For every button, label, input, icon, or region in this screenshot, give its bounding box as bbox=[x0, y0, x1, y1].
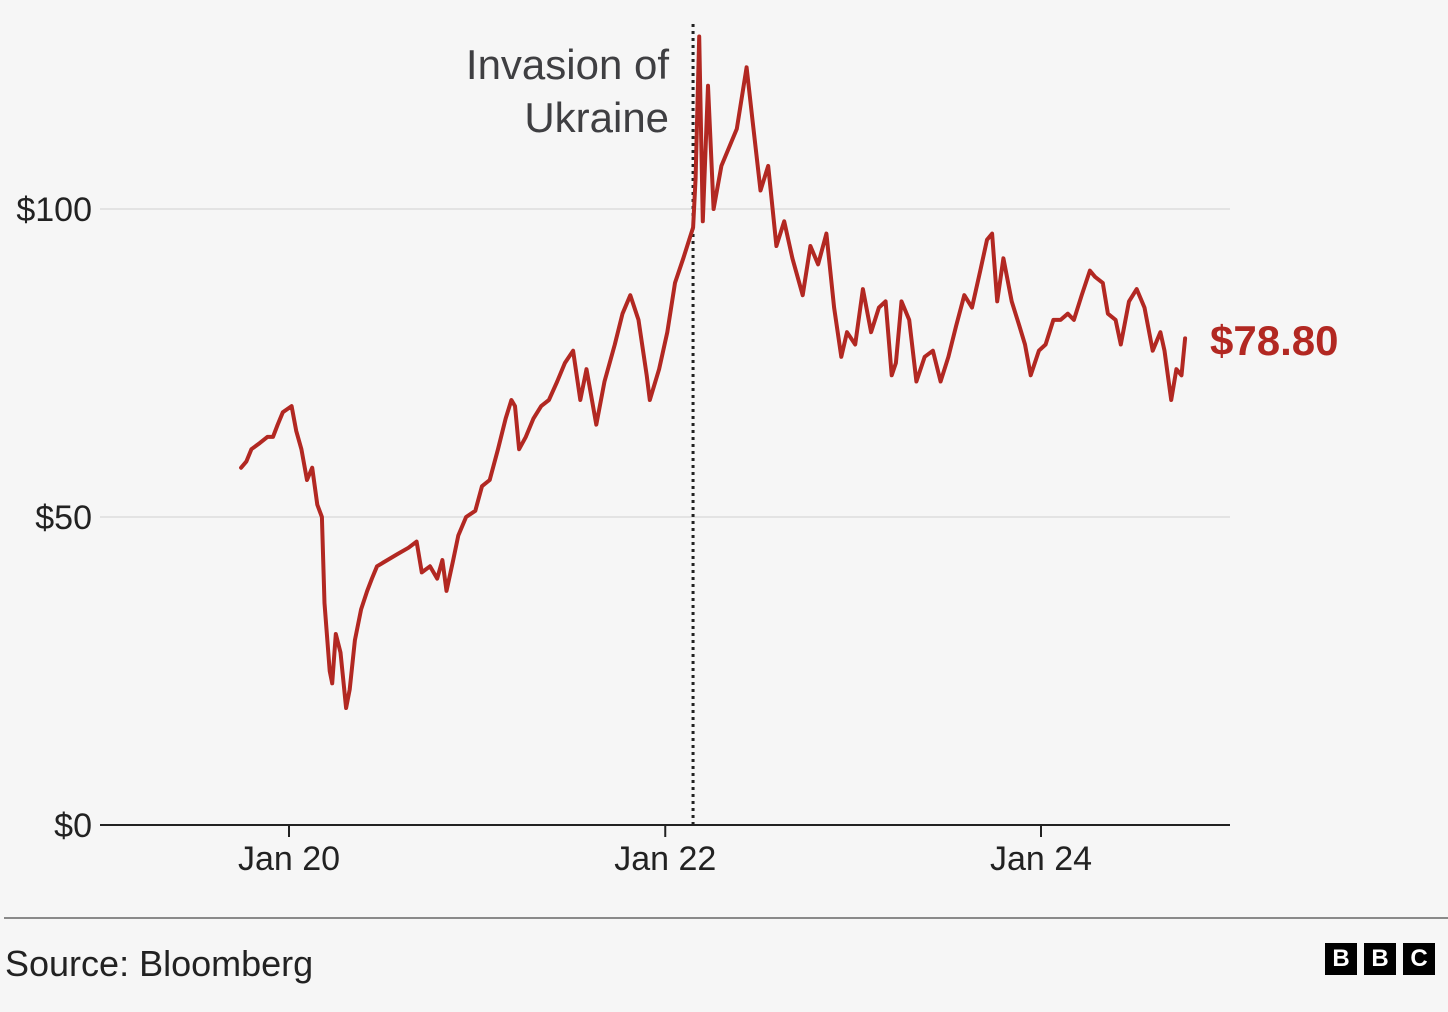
value-label-group: $78.80 bbox=[1210, 317, 1338, 364]
last-value-label: $78.80 bbox=[1210, 317, 1338, 364]
brent-price-line bbox=[239, 34, 1188, 710]
annotation-text-line: Ukraine bbox=[524, 94, 669, 141]
y-tick-label: $0 bbox=[54, 807, 92, 845]
x-tick-label: Jan 24 bbox=[990, 840, 1092, 878]
oil-price-chart: Invasion of Ukraine $0 $50 $100 Jan 20 Jan 22… bbox=[16, 24, 1338, 878]
bbc-logo: B B C bbox=[1325, 943, 1435, 975]
x-tick-label: Jan 20 bbox=[238, 840, 340, 878]
logo-letter-b1: B bbox=[1325, 943, 1357, 975]
annotation-text-line: Invasion of bbox=[466, 41, 669, 88]
y-tick-label: $50 bbox=[35, 499, 92, 537]
axes: $0 $50 $100 Jan 20 Jan 22 Jan 24 bbox=[16, 191, 1230, 878]
gridlines bbox=[100, 208, 1230, 518]
invasion-annotation: Invasion of Ukraine bbox=[466, 24, 695, 825]
footer-divider bbox=[4, 917, 1448, 919]
y-tick-label: $100 bbox=[16, 191, 92, 229]
x-tick-label: Jan 22 bbox=[614, 840, 716, 878]
logo-letter-c: C bbox=[1403, 943, 1435, 975]
price-series bbox=[239, 34, 1188, 710]
logo-letter-b2: B bbox=[1364, 943, 1396, 975]
source-note: Source: Bloomberg bbox=[5, 943, 314, 984]
